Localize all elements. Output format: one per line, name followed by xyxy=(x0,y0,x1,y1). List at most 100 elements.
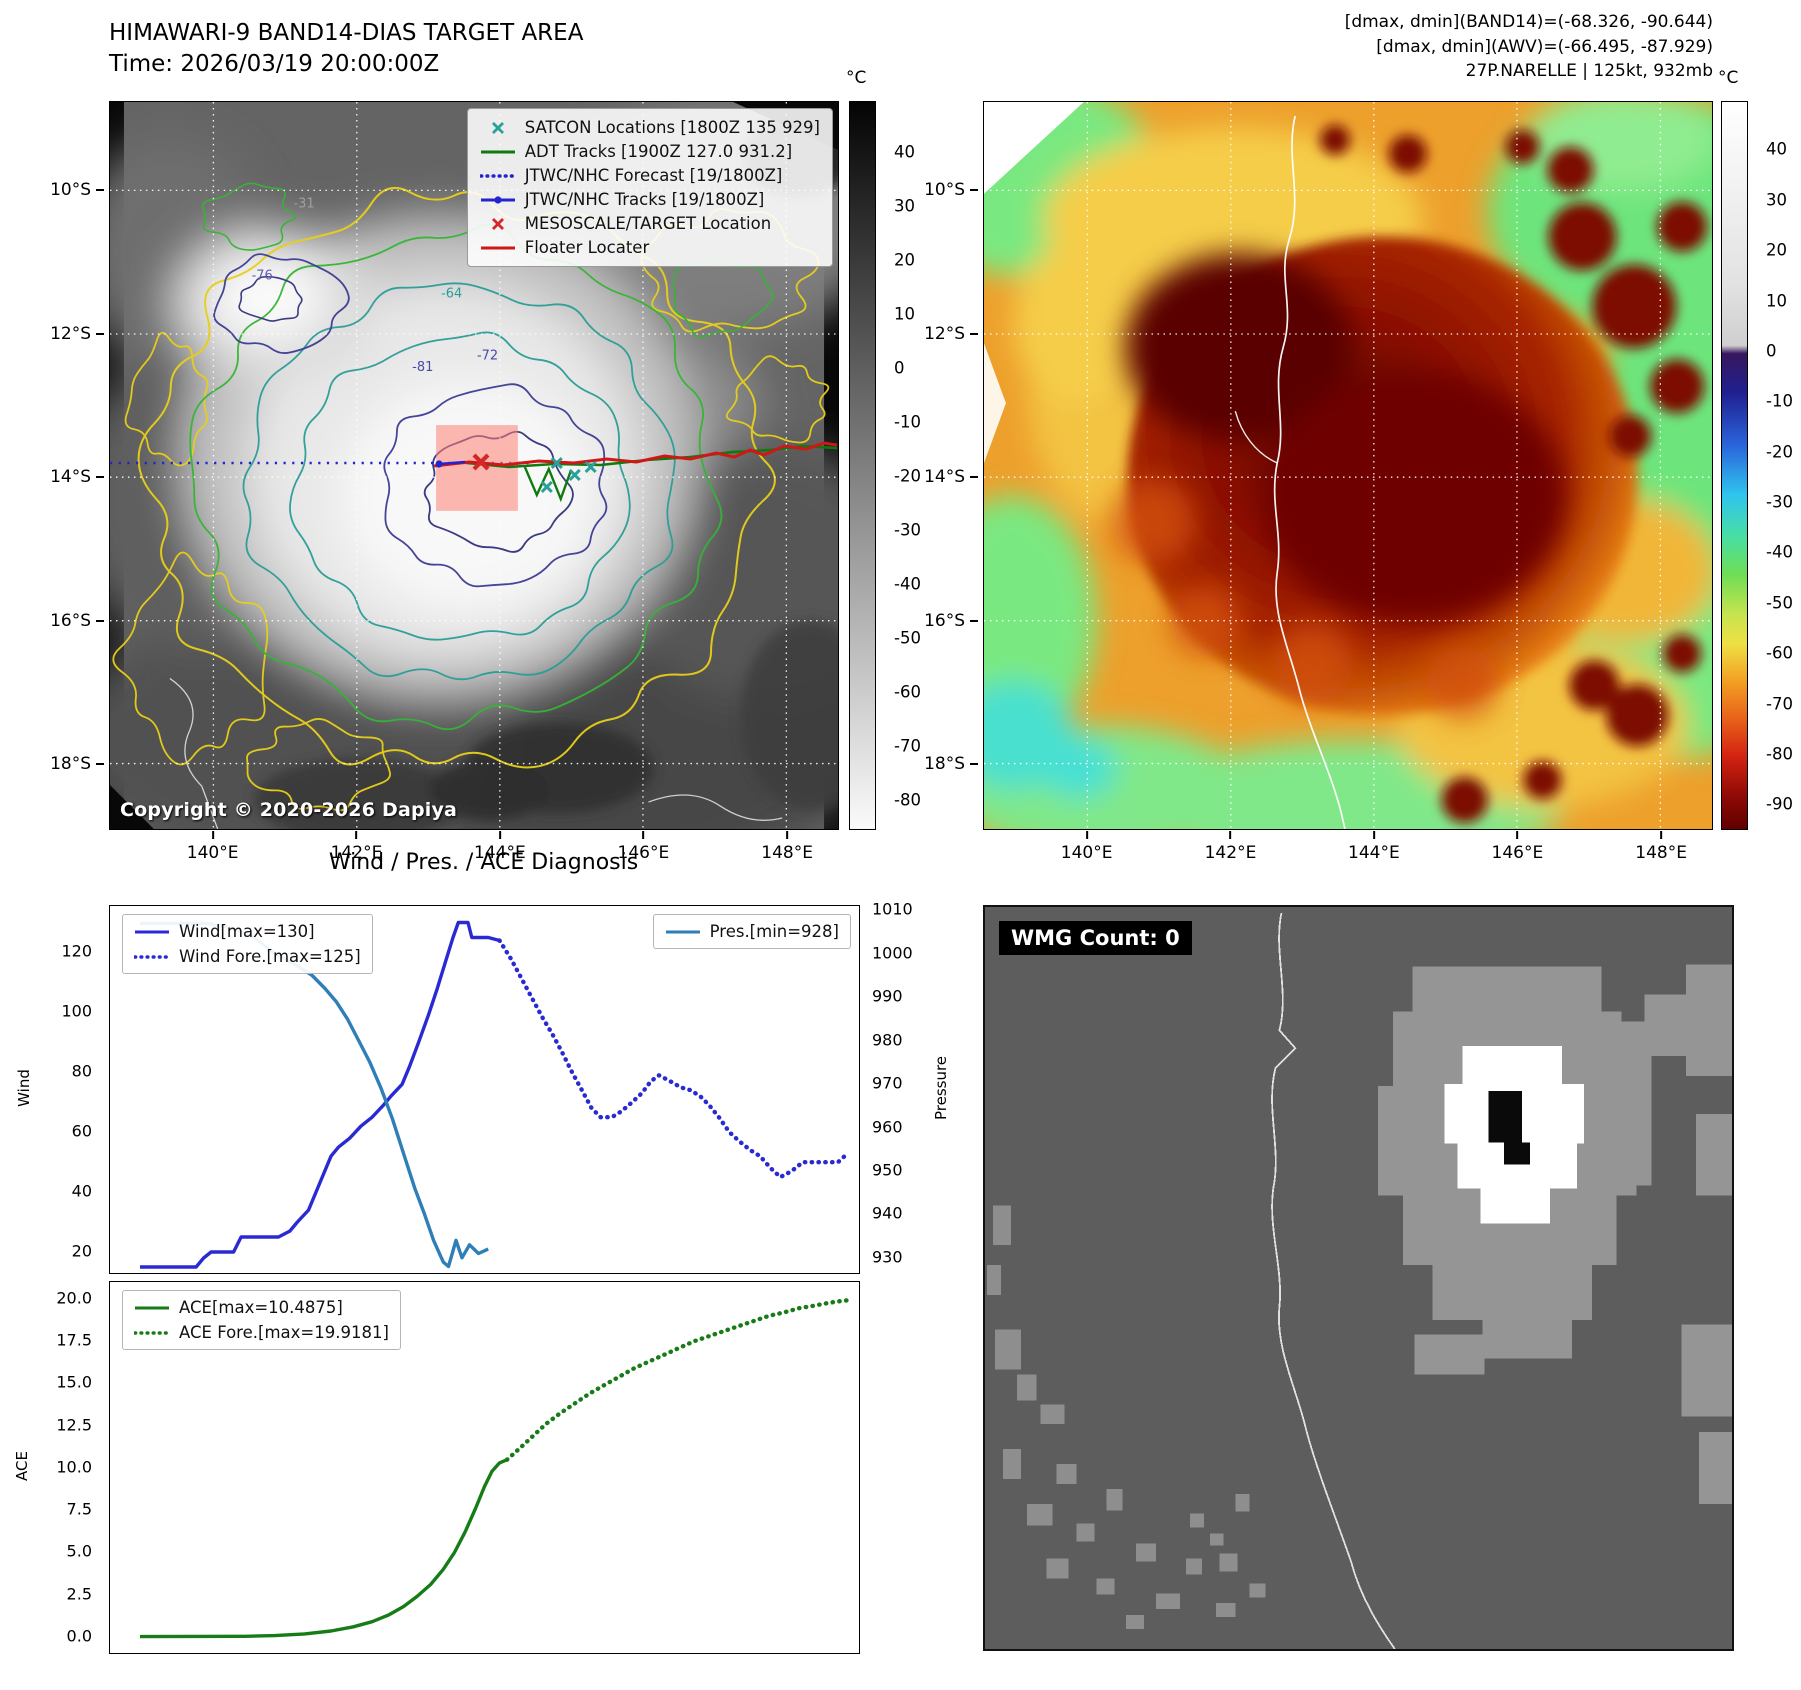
lat-tick-label: 18°S xyxy=(924,754,965,775)
awv-satellite-image xyxy=(984,102,1712,829)
legend-item: JTWC/NHC Tracks [19/1800Z] xyxy=(480,190,820,209)
axis-tick-label: 1000 xyxy=(872,943,913,963)
lon-tick-label: 144°E xyxy=(1348,843,1400,863)
awv-colorbar xyxy=(1721,101,1748,830)
colorbar-tick-label: -10 xyxy=(1766,391,1793,411)
wmg-image xyxy=(985,907,1732,1649)
lon-tick-label: 146°E xyxy=(1491,843,1544,863)
band14-map: -31 -76 -64 -81 -72 SATCON Locations [18… xyxy=(109,101,839,830)
colorbar-tick-label: -30 xyxy=(894,520,921,540)
lon-tick-label: 146°E xyxy=(617,843,670,863)
colorbar-tick-label: 40 xyxy=(894,142,915,162)
floater-track-line xyxy=(433,441,838,468)
colorbar-tick-label: -80 xyxy=(894,790,921,810)
axis-tick-label: 12.5 xyxy=(56,1415,92,1435)
lat-tick-label: 10°S xyxy=(924,179,965,200)
adt-track-line xyxy=(466,444,838,469)
band14-title-block: HIMAWARI-9 BAND14-DIAS TARGET AREA Time:… xyxy=(109,18,583,80)
lon-tick-label: 148°E xyxy=(761,843,814,863)
mesoscale-target-x-marker xyxy=(472,453,490,471)
jtwc-track-point xyxy=(435,460,443,468)
line-marker-icon xyxy=(134,1299,170,1317)
band14-colorbar-ticks: 40 30 20 10 0 -10 -20 -30 -40 -50 -60 -70 -80 xyxy=(884,101,948,830)
series-line xyxy=(504,1298,850,1462)
series-line xyxy=(139,1458,508,1639)
lon-tick-label: 140°E xyxy=(1060,843,1113,863)
wmg-count-badge: WMG Count: 0 xyxy=(999,921,1192,955)
axis-tick-label: 930 xyxy=(872,1247,903,1267)
legend-label: JTWC/NHC Tracks [19/1800Z] xyxy=(524,190,765,209)
legend-item: ACE[max=10.4875] xyxy=(134,1298,389,1317)
line-marker-icon xyxy=(665,923,701,941)
axis-tick-label: 20.0 xyxy=(56,1288,92,1308)
axis-tick-label: 40 xyxy=(71,1181,92,1201)
coastline xyxy=(648,794,783,821)
lon-tick-label: 144°E xyxy=(474,843,526,863)
wind-legend: Wind[max=130] Wind Fore.[max=125] xyxy=(122,914,373,974)
ace-axis-label: ACE xyxy=(13,1451,31,1481)
axis-tick-label: 17.5 xyxy=(56,1330,92,1350)
lat-tick-label: 16°S xyxy=(924,611,965,632)
coastline xyxy=(1271,912,1396,1649)
legend-item: SATCON Locations [1800Z 135 929] xyxy=(480,118,820,137)
lon-tick-label: 142°E xyxy=(330,843,383,863)
satcon-x-markers xyxy=(540,456,597,493)
axis-tick-label: 0.0 xyxy=(66,1626,92,1646)
storm-name-intensity: 27P.NARELLE | 125kt, 932mb xyxy=(1465,61,1713,82)
axis-tick-label: 5.0 xyxy=(66,1541,92,1561)
colorbar-tick-label: 10 xyxy=(1766,291,1787,310)
legend-label: JTWC/NHC Forecast [19/1800Z] xyxy=(524,166,783,185)
ace-chart: ACE[max=10.4875] ACE Fore.[max=19.9181] xyxy=(109,1281,860,1654)
awv-colorbar-unit: °C xyxy=(1718,68,1739,88)
lat-tick-label: 14°S xyxy=(50,467,91,488)
band14-time: Time: 2026/03/19 20:00:00Z xyxy=(109,51,440,78)
x-marker-icon xyxy=(480,215,516,233)
coastline xyxy=(1273,115,1346,829)
copyright-text: Copyright © 2020-2026 Dapiya xyxy=(120,799,458,821)
colorbar-tick-label: 10 xyxy=(894,304,915,324)
colorbar-tick-label: -20 xyxy=(894,466,921,486)
colorbar-tick-label: 0 xyxy=(1766,341,1777,361)
legend-label: ACE Fore.[max=19.9181] xyxy=(179,1323,389,1342)
colorbar-tick-label: -70 xyxy=(894,736,921,756)
legend-label: SATCON Locations [1800Z 135 929] xyxy=(524,118,820,137)
legend-label: Floater Locater xyxy=(524,238,650,257)
colorbar-tick-label: -50 xyxy=(1766,593,1793,613)
colorbar-tick-label: -30 xyxy=(1766,492,1793,512)
contour-label: -31 xyxy=(293,197,314,212)
colorbar-tick-label: -60 xyxy=(1766,643,1793,663)
axis-tick-label: 2.5 xyxy=(66,1584,92,1604)
awv-map xyxy=(983,101,1713,830)
legend-item: MESOSCALE/TARGET Location xyxy=(480,214,820,233)
lat-tick-label: 14°S xyxy=(924,467,965,488)
series-line xyxy=(497,938,850,1180)
lat-tick-label: 18°S xyxy=(50,754,91,775)
colorbar-tick-label: -80 xyxy=(1766,744,1793,764)
axis-tick-label: 990 xyxy=(872,986,903,1006)
ace-legend: ACE[max=10.4875] ACE Fore.[max=19.9181] xyxy=(122,1290,401,1350)
series-line xyxy=(140,920,500,1269)
adt-track-zigzag xyxy=(523,465,572,503)
lat-tick-label: 12°S xyxy=(50,323,91,344)
band14-colorbar xyxy=(849,101,876,830)
legend-item: JTWC/NHC Forecast [19/1800Z] xyxy=(479,166,820,185)
awv-title-block: [dmax, dmin](BAND14)=(-68.326, -90.644) … xyxy=(1345,10,1713,84)
lat-tick-label: 16°S xyxy=(50,611,91,632)
line-marker-icon xyxy=(480,239,516,257)
lon-tick-label: 140°E xyxy=(186,843,239,863)
band14-lon-axis: 140°E 142°E 144°E 146°E 148°E xyxy=(109,831,839,865)
wmg-map: WMG Count: 0 xyxy=(983,905,1734,1651)
jtwc-track-line xyxy=(438,460,466,466)
diagnosis-title: Wind / Pres. / ACE Diagnosis xyxy=(328,850,639,875)
legend-label: Wind Fore.[max=125] xyxy=(179,947,361,966)
contour-label: -76 xyxy=(252,269,273,284)
axis-tick-label: 960 xyxy=(872,1117,903,1136)
axis-tick-label: 940 xyxy=(872,1203,903,1223)
dotted-marker-icon xyxy=(134,948,170,966)
wmg-coldest-pixel-blob xyxy=(1488,1091,1531,1165)
axis-tick-label: 7.5 xyxy=(66,1499,92,1519)
legend-label: MESOSCALE/TARGET Location xyxy=(524,214,772,233)
wind-pressure-chart: Wind[max=130] Wind Fore.[max=125] Pres.[m… xyxy=(109,905,860,1274)
awv-colorbar-ticks: 40 30 20 10 0 -10 -20 -30 -40 -50 -60 -70 -80 -90 xyxy=(1756,101,1801,830)
